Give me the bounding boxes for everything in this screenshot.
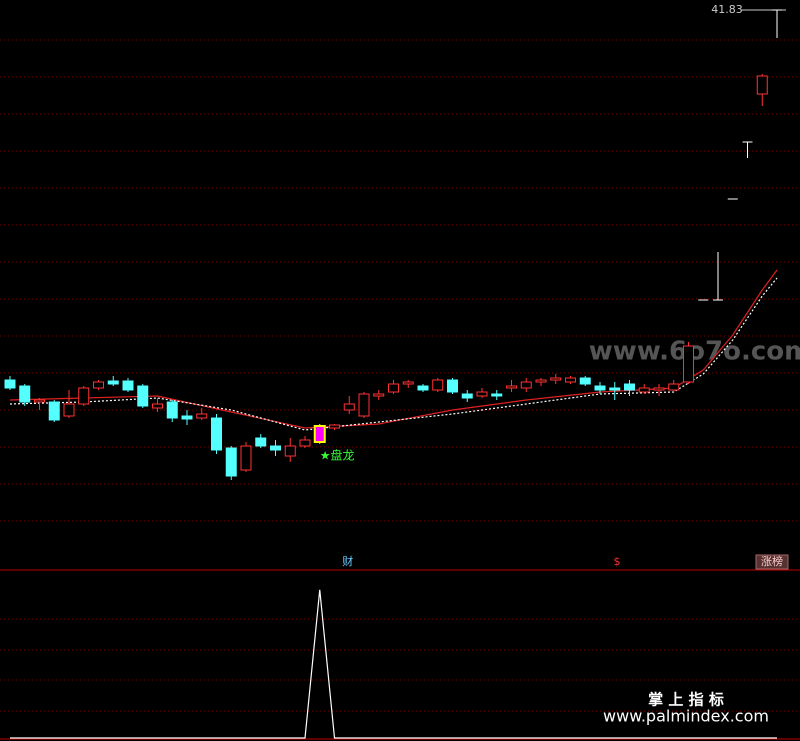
watermark: www.palmindex.com <box>603 707 769 726</box>
candle-body <box>668 383 680 391</box>
candle-body <box>638 387 650 393</box>
candle-body <box>535 379 547 383</box>
candle-body <box>329 424 340 429</box>
price-label: 41.83 <box>711 3 743 16</box>
candle-body <box>756 75 768 95</box>
marker-box <box>755 554 789 570</box>
candle-body <box>211 417 222 451</box>
candle-body <box>196 413 208 419</box>
candle-body <box>313 425 326 443</box>
candle-body <box>491 393 503 397</box>
candle-body <box>550 377 562 381</box>
candle-body <box>432 379 444 391</box>
candle-body <box>255 437 267 447</box>
candle-body <box>19 385 31 403</box>
watermark: www.6o7o.com <box>589 337 800 367</box>
candle-body <box>373 393 385 397</box>
candle-body <box>137 385 149 407</box>
candle-body <box>388 383 399 393</box>
candle-body <box>78 387 90 405</box>
candle-body <box>506 385 517 389</box>
candle-body <box>284 445 296 457</box>
marker: 涨榜 <box>761 554 783 568</box>
candle-body <box>240 445 252 471</box>
moving-average <box>9 277 778 431</box>
candle-body <box>4 379 16 389</box>
watermark: 掌 上 指 标 <box>648 691 724 709</box>
candle-body <box>653 387 665 391</box>
candle-body <box>122 380 134 391</box>
candle-body <box>594 385 606 391</box>
candle-body <box>461 393 473 399</box>
candle-body <box>107 380 119 385</box>
signal-label: ★盘龙 <box>320 448 355 463</box>
candle-body <box>476 391 488 397</box>
candle-body <box>520 381 532 389</box>
candle-body <box>225 447 237 477</box>
candle-body <box>624 383 635 391</box>
grid <box>0 39 800 712</box>
candle-body <box>402 381 414 385</box>
candle-body <box>299 439 311 447</box>
candle-body <box>683 345 694 383</box>
moving-average <box>9 269 778 429</box>
candle-body <box>609 387 621 391</box>
candle-body <box>447 379 458 393</box>
marker: $ <box>614 555 621 568</box>
indicator-line <box>10 589 777 739</box>
candle-body <box>181 415 193 420</box>
candle-body <box>358 393 370 417</box>
candle-body <box>34 399 45 403</box>
candle-body <box>270 445 281 451</box>
candle-body <box>579 377 591 385</box>
candle-body <box>417 385 429 391</box>
candle-body <box>166 401 178 419</box>
candle-body <box>63 403 75 417</box>
candle-body <box>343 403 355 411</box>
candle-body <box>48 401 60 421</box>
marker: 财 <box>342 554 353 568</box>
candle-body <box>93 381 104 389</box>
candle-body <box>565 377 576 383</box>
candle-body <box>152 403 163 409</box>
